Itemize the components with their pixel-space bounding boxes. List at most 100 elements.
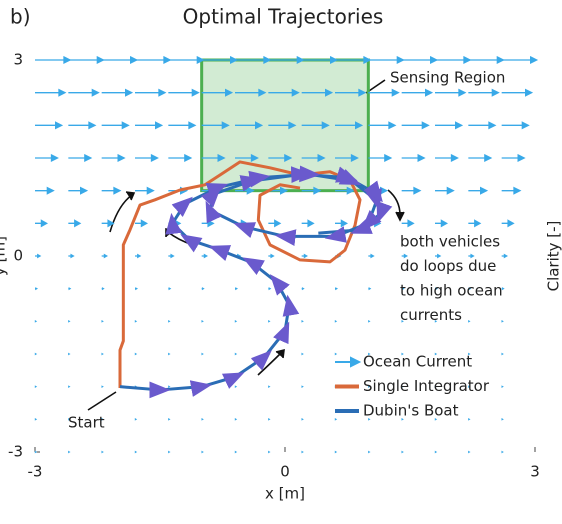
current-arrow (101, 186, 122, 195)
current-arrow (135, 121, 164, 130)
current-arrow (301, 121, 330, 130)
current-arrow (68, 153, 93, 163)
current-arrow (335, 88, 367, 97)
current-arrow (401, 219, 415, 228)
current-arrow (368, 253, 375, 259)
current-arrow (268, 88, 300, 97)
current-arrow (101, 219, 115, 228)
current-arrow (168, 253, 175, 259)
current-arrow (201, 121, 230, 130)
current-arrow (468, 88, 500, 97)
current-arrow (301, 287, 305, 291)
current-arrow (35, 253, 42, 259)
current-arrow (101, 153, 126, 163)
current-arrow (468, 219, 482, 228)
current-arrow (435, 153, 459, 163)
current-arrow (501, 88, 534, 97)
current-arrow (135, 219, 149, 228)
current-arrow (401, 121, 430, 130)
current-arrow (401, 153, 426, 163)
x-tick-label: 3 (530, 463, 540, 481)
current-arrow (235, 55, 272, 65)
current-arrow (35, 186, 55, 195)
legend-swatch (335, 356, 362, 368)
current-arrow (501, 55, 539, 65)
current-arrow (35, 121, 64, 130)
current-arrow (401, 55, 439, 65)
y2-axis-label: Clarity [-] (545, 221, 562, 292)
current-arrow (435, 219, 449, 228)
current-arrow (135, 253, 142, 259)
current-arrow (335, 121, 364, 130)
current-arrow (135, 287, 139, 291)
y-tick-label: -3 (8, 443, 23, 461)
x-tick-label: 0 (280, 463, 290, 481)
current-arrow (168, 121, 197, 130)
current-arrow (101, 55, 139, 65)
annotation: to high ocean (400, 282, 503, 300)
current-arrow (135, 186, 155, 195)
current-arrow (368, 153, 393, 163)
current-arrow (268, 253, 275, 259)
current-arrow (401, 287, 405, 291)
current-arrow (201, 153, 226, 163)
current-arrow (68, 287, 72, 291)
current-arrow (268, 55, 305, 65)
current-arrow (35, 287, 39, 291)
current-arrow (68, 55, 105, 65)
current-arrow (268, 153, 293, 163)
trajectory-line (118, 160, 362, 388)
current-arrow (201, 55, 239, 65)
annotation: currents (400, 306, 462, 324)
current-arrow (501, 253, 509, 259)
current-arrow (68, 121, 97, 130)
current-arrow (301, 253, 309, 259)
annotation: both vehicles (400, 233, 500, 251)
current-arrow (101, 287, 105, 291)
current-arrow (268, 121, 297, 130)
current-arrow (368, 88, 400, 97)
current-arrow (135, 88, 167, 97)
current-arrow (501, 121, 530, 130)
current-arrow (435, 121, 464, 130)
current-arrow (435, 55, 472, 65)
current-arrow (435, 287, 439, 291)
current-arrow (435, 186, 455, 195)
x-axis-label: x [m] (265, 485, 305, 503)
current-arrow (201, 88, 234, 97)
current-arrow (335, 153, 359, 163)
current-arrow (268, 219, 282, 228)
annotation: do loops due (400, 257, 496, 275)
legend-label: Dubin's Boat (363, 402, 459, 420)
y-tick-label: 3 (13, 51, 23, 69)
chart-title: Optimal Trajectories (183, 5, 384, 29)
current-arrow (401, 253, 409, 259)
current-arrow (468, 253, 475, 259)
current-arrow (35, 219, 49, 228)
current-arrow (301, 88, 334, 97)
current-arrow (368, 121, 397, 130)
current-arrow (135, 153, 159, 163)
y-axis-label: y [m] (0, 236, 9, 276)
y-tick-label: 0 (13, 247, 23, 265)
current-arrow (68, 253, 75, 259)
current-arrow (401, 88, 434, 97)
current-arrow (68, 219, 82, 228)
panel-label: b) (10, 5, 31, 29)
current-arrow (401, 186, 422, 195)
current-arrow (468, 121, 497, 130)
current-arrow (501, 153, 526, 163)
current-arrow (301, 153, 326, 163)
current-arrow (468, 186, 489, 195)
current-arrow (101, 253, 109, 259)
current-arrow (468, 153, 493, 163)
current-arrow (35, 55, 72, 65)
current-arrow (101, 88, 134, 97)
current-arrow (201, 253, 209, 259)
current-arrow (35, 153, 59, 163)
current-arrow (368, 55, 405, 65)
current-arrow (235, 88, 267, 97)
current-arrow (68, 186, 89, 195)
start-label: Start (68, 414, 105, 432)
